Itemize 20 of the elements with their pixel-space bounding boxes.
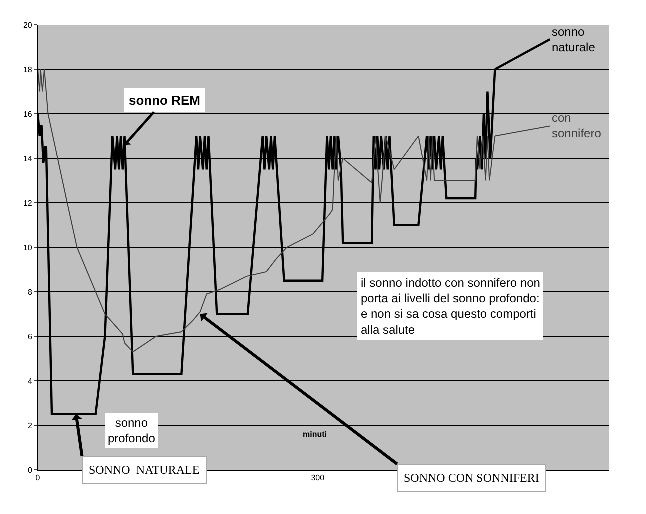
- x-axis-title: minuti: [303, 430, 327, 439]
- y-tick-label: 16: [23, 110, 33, 119]
- y-tick-label: 14: [23, 154, 33, 164]
- x-tick-label: 300: [311, 474, 326, 483]
- text: sonno naturale: [552, 25, 596, 55]
- annotation: il sonno indotto con sonnifero non porta ai livelli del sonno profondo: e non si sa cosa questo comporti alla salute: [361, 276, 540, 337]
- annotation: SONNO NATURALE: [89, 463, 200, 477]
- y-tick-label: 2: [28, 421, 33, 430]
- y-tick-label: 12: [23, 198, 33, 208]
- annotation: sonno REM: [129, 93, 200, 108]
- y-tick-label: 20: [23, 20, 33, 30]
- y-tick-label: 8: [28, 288, 33, 297]
- y-tick-label: 6: [28, 332, 33, 342]
- y-tick-label: 18: [23, 65, 33, 74]
- y-tick-label: 0: [28, 466, 33, 475]
- y-tick-label: 4: [28, 376, 33, 386]
- legend-label: con sonnifero: [552, 111, 602, 141]
- y-tick-label: 10: [23, 243, 33, 252]
- annotation: sonno profondo: [108, 416, 156, 446]
- annotation: SONNO CON SONNIFERI: [404, 471, 540, 485]
